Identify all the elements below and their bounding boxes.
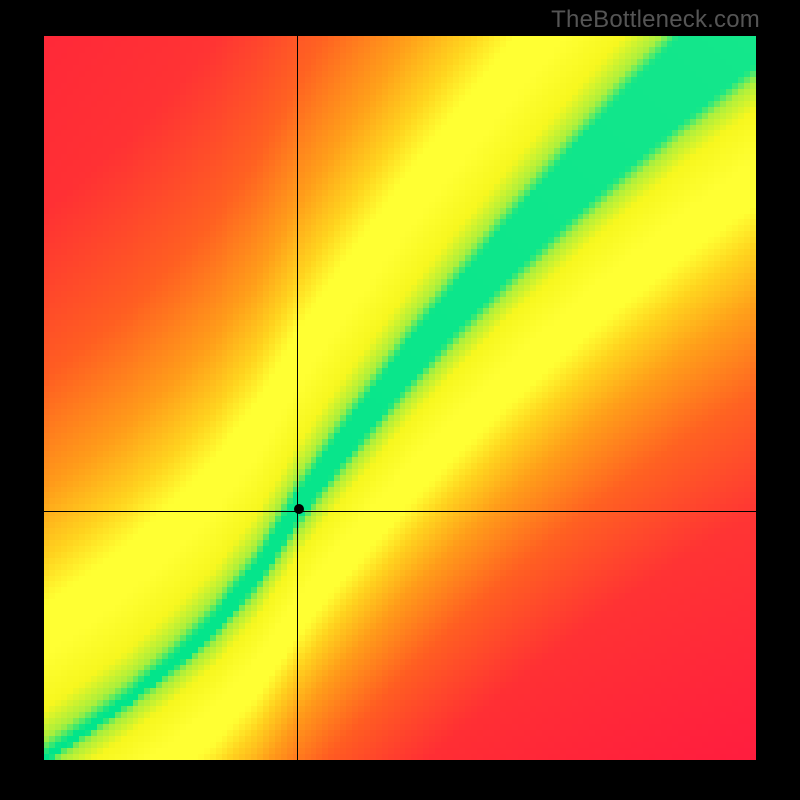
plot-area — [44, 36, 756, 760]
heatmap-canvas — [44, 36, 756, 760]
chart-container: TheBottleneck.com — [0, 0, 800, 800]
crosshair-vertical — [297, 36, 298, 760]
crosshair-marker — [294, 504, 304, 514]
crosshair-horizontal — [44, 511, 756, 512]
watermark-text: TheBottleneck.com — [551, 6, 760, 34]
